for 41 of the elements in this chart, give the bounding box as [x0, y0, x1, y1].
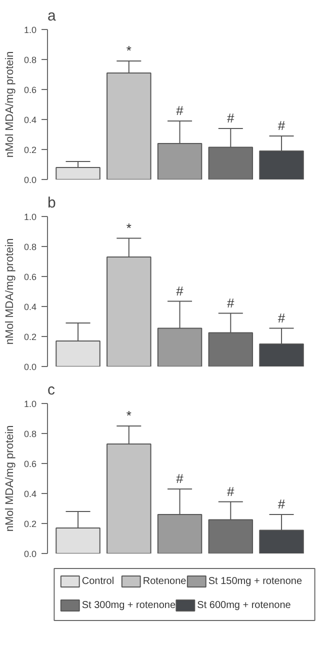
y-tick-label: 0.0: [24, 175, 37, 185]
data-label: #: [176, 103, 184, 118]
data-label: #: [227, 110, 236, 126]
y-tick-label: 0.6: [24, 85, 37, 95]
y-tick-label: 0.2: [24, 519, 37, 529]
y-tick-label: 0.0: [24, 549, 37, 559]
y-tick-label: 0.6: [24, 272, 37, 282]
y-tick-label: 0.4: [24, 302, 37, 312]
y-tick-label: 1.0: [24, 212, 37, 222]
y-tick-label: 0.4: [24, 489, 37, 499]
chart-title: c: [48, 382, 56, 398]
chart-title: b: [48, 194, 56, 212]
y-tick-label: 0.8: [24, 55, 37, 65]
data-label: #: [176, 471, 184, 486]
y-tick-label: 1.0: [24, 25, 37, 35]
legend-label: St 150mg + rotenone: [208, 576, 302, 587]
y-tick-label: 0.6: [24, 459, 37, 469]
data-label: *: [126, 220, 132, 236]
y-axis-title: nMol MDA/mg protein: [4, 425, 16, 532]
data-label: #: [278, 496, 286, 512]
y-axis-title: nMol MDA/mg protein: [4, 238, 16, 345]
data-label: #: [278, 310, 286, 326]
y-tick-label: 0.2: [24, 145, 37, 155]
legend-label: Control: [82, 576, 114, 587]
y-tick-label: 0.8: [24, 242, 37, 252]
y-axis-title: nMol MDA/mg protein: [4, 51, 16, 158]
y-tick-label: 0.8: [24, 429, 37, 439]
y-tick-label: 0.0: [24, 362, 37, 372]
chart-title: a: [48, 8, 56, 24]
data-label: #: [176, 283, 184, 298]
y-tick-label: 0.2: [24, 332, 37, 342]
data-label: #: [227, 295, 236, 310]
y-tick-label: 1.0: [24, 399, 37, 409]
legend-label: St 300mg + rotenone: [82, 600, 176, 611]
legend-label: Rotenone: [142, 576, 187, 587]
y-tick-label: 0.4: [24, 115, 37, 125]
data-label: #: [227, 484, 236, 499]
data-label: #: [278, 118, 286, 133]
data-label: *: [126, 408, 132, 423]
data-label: *: [126, 43, 132, 58]
legend-label: St 600mg + rotenone: [197, 600, 292, 611]
